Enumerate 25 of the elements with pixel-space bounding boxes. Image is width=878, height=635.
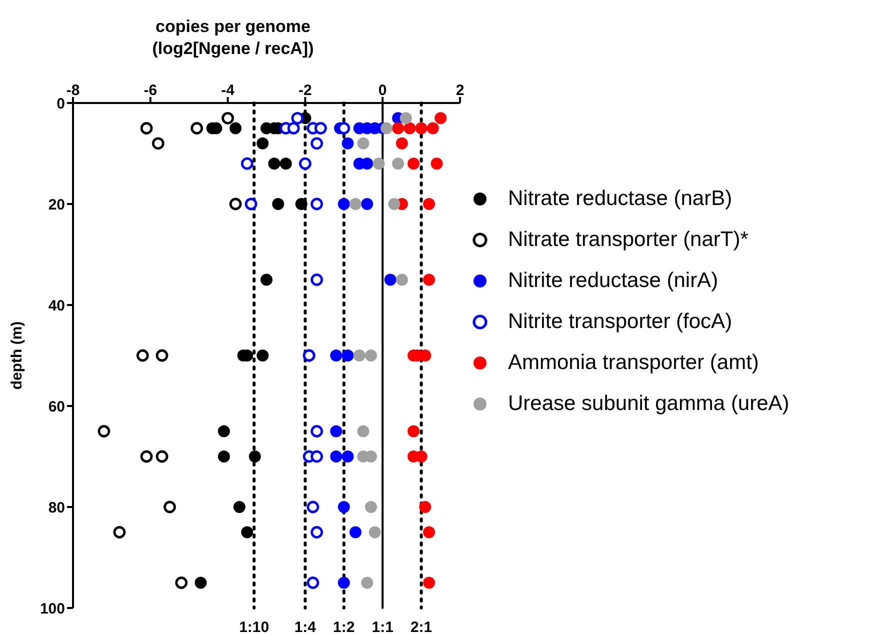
y-tick-label: 80 xyxy=(48,499,65,516)
x-tick-label: -6 xyxy=(144,82,158,99)
y-axis-title: depth (m) xyxy=(8,321,26,390)
x-tick-label: -4 xyxy=(221,82,236,99)
annotation: 1:1 xyxy=(372,619,394,635)
y-tick-label: 0 xyxy=(56,95,65,112)
legend-label: Nitrite transporter (focA) xyxy=(508,310,732,334)
x-tick-label: -8 xyxy=(66,82,80,99)
legend-label: Nitrite reductase (nirA) xyxy=(508,268,718,292)
x-tick-label: 0 xyxy=(378,82,387,99)
y-tick-label: 60 xyxy=(48,398,65,416)
y-tick-label: 100 xyxy=(40,600,65,618)
y-tick-label: 40 xyxy=(48,297,65,314)
annotation: 1:10 xyxy=(239,619,270,635)
legend-label: Nitrate transporter (narT)* xyxy=(508,228,748,252)
x-tick-label: -2 xyxy=(298,82,312,99)
x-tick-label: 2 xyxy=(456,82,464,99)
legend-label: Ammonia transporter (amt) xyxy=(508,350,759,374)
x-axis-title: copies per genome (log2[Ngene / recA]) xyxy=(151,16,315,60)
y-tick-label: 20 xyxy=(48,196,65,214)
legend-label: Urease subunit gamma (ureA) xyxy=(508,392,790,416)
legend-label: Nitrate reductase (narB) xyxy=(508,186,732,210)
annotation: 1:4 xyxy=(294,619,317,635)
annotation: 1:2 xyxy=(333,619,355,635)
annotation: 2:1 xyxy=(410,619,432,635)
